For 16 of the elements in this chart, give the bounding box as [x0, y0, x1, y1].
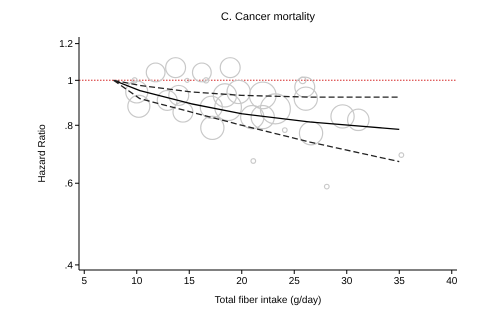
chart-title: C. Cancer mortality	[220, 11, 316, 23]
y-tick-label: .4	[64, 260, 74, 272]
x-tick-label: 15	[184, 276, 196, 287]
y-axis-title: Hazard Ratio	[37, 124, 48, 183]
x-tick-label: 30	[341, 276, 353, 287]
x-tick-label: 10	[131, 276, 143, 287]
y-tick-label: .8	[64, 120, 74, 132]
y-tick-label: 1	[67, 76, 74, 87]
x-tick-label: 40	[446, 276, 458, 287]
y-tick-label: .6	[64, 178, 74, 190]
x-tick-label: 20	[236, 276, 248, 287]
x-tick-label: 5	[81, 276, 88, 287]
x-axis-title: Total fiber intake (g/day)	[214, 295, 322, 306]
y-tick-label: 1.2	[59, 39, 74, 50]
x-tick-label: 35	[394, 276, 406, 287]
x-tick-label: 25	[288, 276, 300, 287]
